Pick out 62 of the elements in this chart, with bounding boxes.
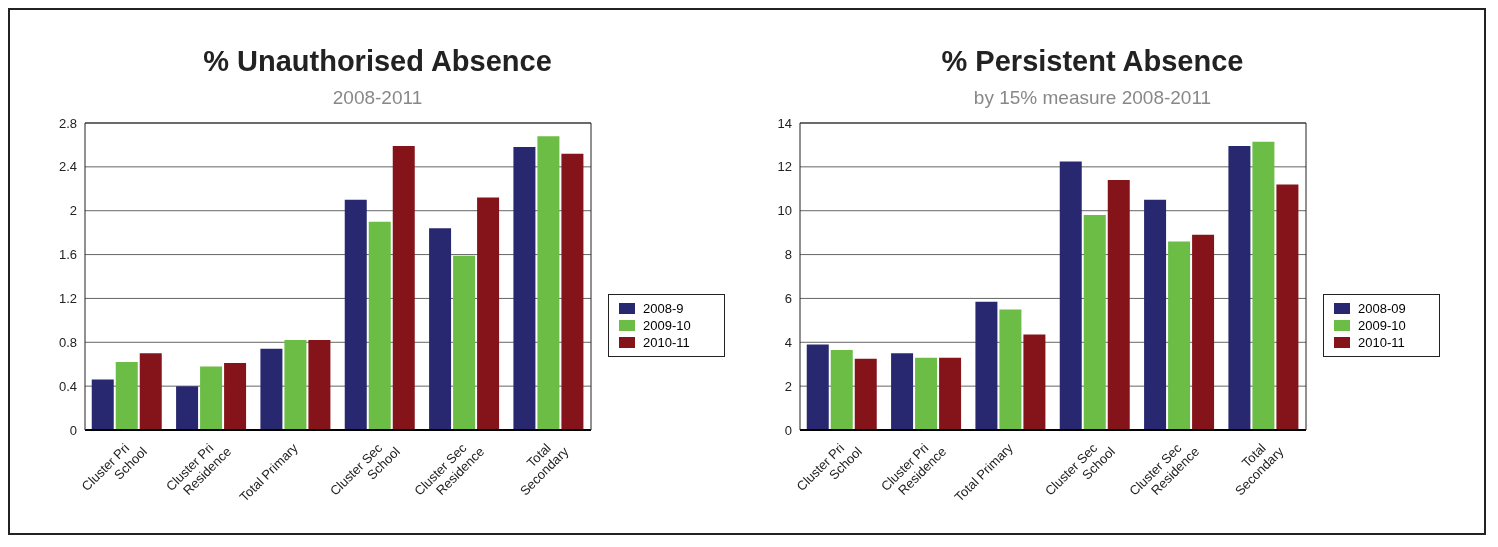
y-tick-label: 2.4 xyxy=(58,159,77,175)
bar xyxy=(115,362,138,430)
y-tick-label: 0 xyxy=(784,422,792,438)
y-tick-label: 2 xyxy=(784,378,792,394)
bar xyxy=(1168,241,1191,430)
bar xyxy=(537,136,560,430)
bar xyxy=(224,363,247,430)
bar xyxy=(1023,334,1046,430)
bar xyxy=(284,340,307,430)
bar xyxy=(939,357,962,430)
bar xyxy=(200,366,223,430)
bar xyxy=(392,146,415,430)
bar xyxy=(477,197,500,430)
y-tick-label: 2.8 xyxy=(58,115,77,131)
y-tick-label: 4 xyxy=(784,334,792,350)
bar xyxy=(1276,184,1299,430)
bar xyxy=(915,357,938,430)
legend-label: 2008-09 xyxy=(1358,299,1406,317)
bar xyxy=(429,228,452,430)
legend-label: 2010-11 xyxy=(1358,333,1405,351)
legend-label: 2008-9 xyxy=(643,299,684,317)
y-tick-label: 12 xyxy=(777,159,792,175)
y-tick-label: 2 xyxy=(69,203,77,219)
y-tick-label: 0.8 xyxy=(58,334,77,350)
chart-title: % Unauthorised Absence xyxy=(202,44,553,78)
y-tick-label: 0.4 xyxy=(58,378,77,394)
bar xyxy=(368,221,391,430)
bar xyxy=(854,358,877,430)
bar xyxy=(260,348,283,430)
bar xyxy=(308,340,331,430)
bar xyxy=(139,353,162,430)
legend-label: 2009-10 xyxy=(643,316,691,334)
legend-label: 2010-11 xyxy=(643,333,690,351)
y-tick-label: 1.2 xyxy=(58,291,77,307)
bar xyxy=(513,147,536,430)
y-tick-label: 8 xyxy=(784,247,792,263)
y-tick-label: 6 xyxy=(784,291,792,307)
y-tick-label: 0 xyxy=(69,422,77,438)
bar xyxy=(1144,199,1167,430)
bar xyxy=(1083,215,1106,430)
legend-label: 2009-10 xyxy=(1358,316,1406,334)
bar xyxy=(806,344,829,430)
y-tick-label: 1.6 xyxy=(58,247,77,263)
bar xyxy=(1228,146,1251,430)
y-tick-label: 14 xyxy=(777,115,792,131)
chart-title: % Persistent Absence xyxy=(940,44,1245,78)
bar xyxy=(91,379,114,430)
y-tick-label: 10 xyxy=(777,203,792,219)
bar xyxy=(975,301,998,430)
bar xyxy=(1059,161,1082,430)
bar xyxy=(830,349,853,430)
bar xyxy=(999,309,1022,430)
bar xyxy=(561,153,584,430)
bar xyxy=(344,199,367,430)
bar xyxy=(1252,141,1275,430)
bar xyxy=(1107,180,1130,430)
chart-subtitle: by 15% measure 2008-2011 xyxy=(972,86,1213,110)
bar xyxy=(1192,234,1215,430)
bar xyxy=(453,255,476,430)
bar xyxy=(891,353,914,430)
bar xyxy=(176,386,199,430)
chart-subtitle: 2008-2011 xyxy=(331,86,424,110)
